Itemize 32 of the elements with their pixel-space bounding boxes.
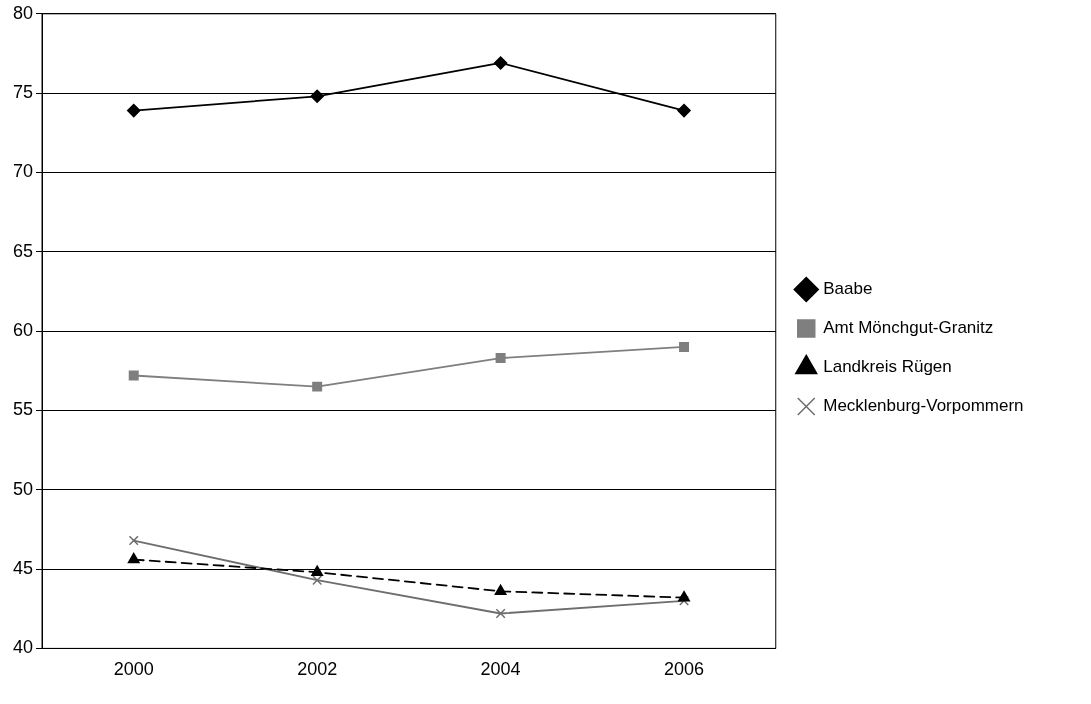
point <box>310 89 324 104</box>
point <box>495 353 506 364</box>
point <box>679 341 690 352</box>
point <box>128 535 139 546</box>
point <box>312 381 323 392</box>
point <box>677 103 691 118</box>
x-tick-label: 2002 <box>297 659 338 680</box>
y-tick-label: 55 <box>12 399 34 420</box>
point <box>494 584 507 596</box>
y-tick-label: 40 <box>12 637 34 658</box>
x-tick-label: 2006 <box>664 659 705 680</box>
legend-label: Landkreis Rügen <box>823 357 952 377</box>
y-tick-label: 80 <box>12 2 34 23</box>
y-tick-label: 60 <box>12 320 34 341</box>
y-tick-label: 65 <box>12 240 34 261</box>
point <box>312 575 323 586</box>
point <box>128 370 139 381</box>
point <box>126 103 141 118</box>
legend-label: Amt Mönchgut-Granitz <box>823 318 994 338</box>
point <box>495 608 506 619</box>
y-tick-label: 50 <box>12 478 34 499</box>
legend-label: Baabe <box>823 279 873 299</box>
y-tick-label: 75 <box>12 82 34 103</box>
x-tick-label: 2004 <box>480 659 521 680</box>
y-tick-label: 45 <box>12 558 34 579</box>
y-tick-label: 70 <box>12 161 34 182</box>
point <box>127 552 140 564</box>
legend-label: Mecklenburg-Vorpommern <box>823 396 1024 416</box>
point <box>493 56 508 70</box>
point <box>678 590 690 602</box>
point <box>311 565 324 576</box>
x-tick-label: 2000 <box>113 659 154 680</box>
